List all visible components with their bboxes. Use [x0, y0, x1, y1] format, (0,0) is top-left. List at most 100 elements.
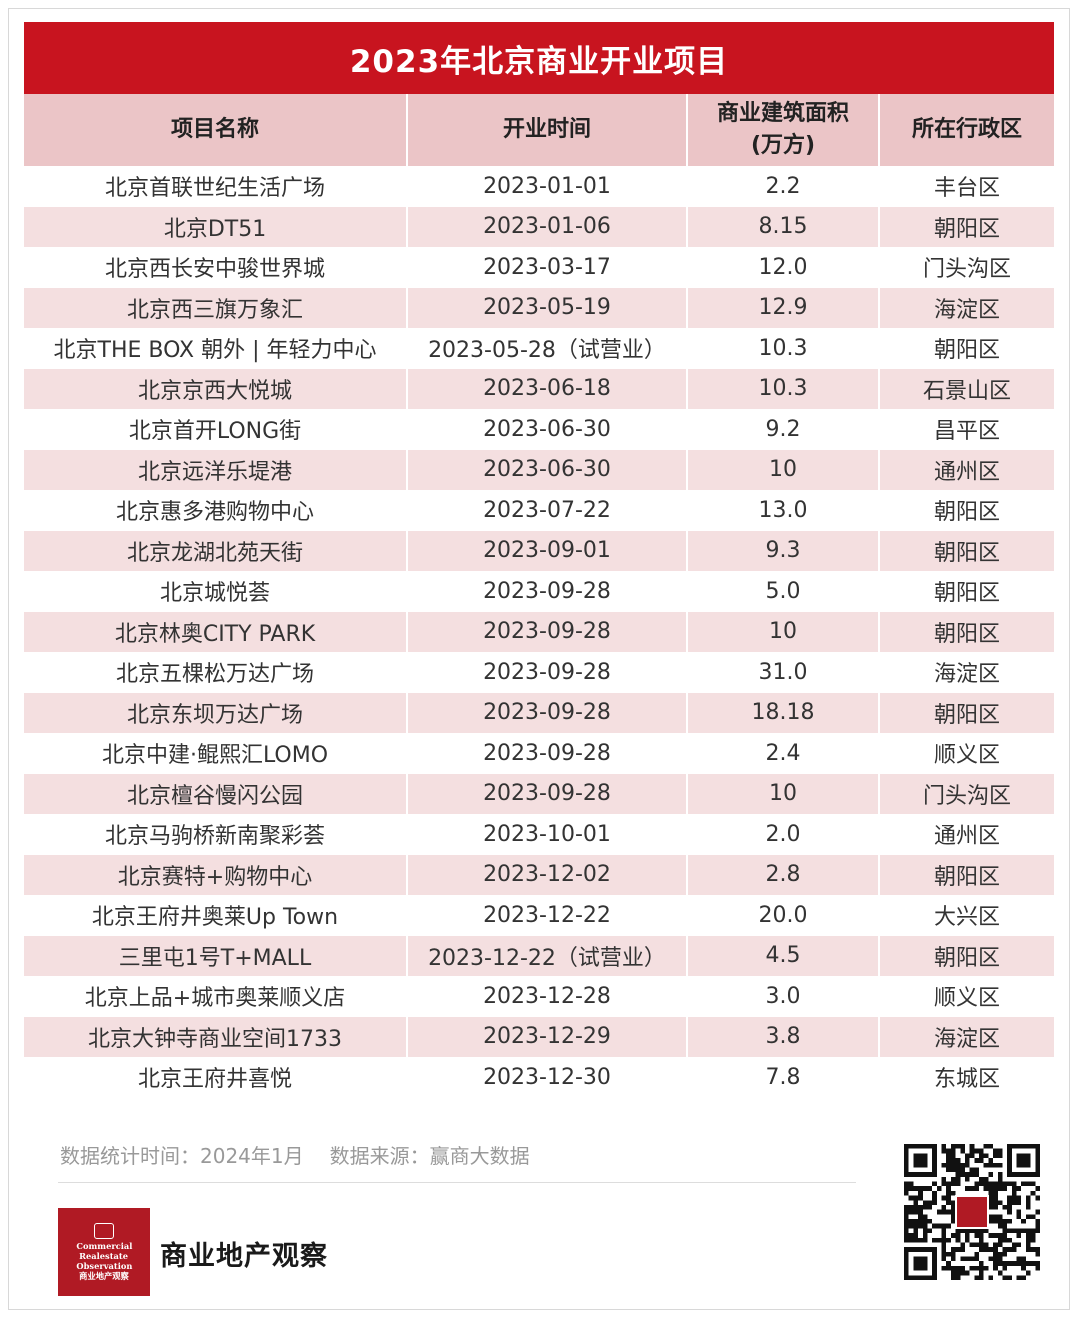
qr-module — [974, 1256, 980, 1262]
cell-area: 8.15 — [687, 206, 880, 247]
qr-module — [936, 1237, 942, 1243]
qr-module — [993, 1181, 998, 1187]
cell-area: 9.2 — [687, 409, 880, 450]
qr-module — [918, 1195, 923, 1201]
cell-open-date: 2023-09-28 — [407, 773, 688, 814]
qr-module — [983, 1186, 989, 1191]
qr-module — [1011, 1242, 1017, 1248]
table-row: 北京五棵松万达广场 2023-09-28 31.0 海淀区 — [24, 652, 1054, 693]
qr-module — [1016, 1261, 1022, 1266]
qr-module — [927, 1228, 933, 1234]
qr-module — [1021, 1219, 1026, 1224]
qr-module — [946, 1167, 951, 1173]
cell-district: 朝阳区 — [879, 854, 1054, 895]
qr-module — [1011, 1190, 1017, 1196]
cell-area: 2.2 — [687, 166, 880, 207]
qr-module — [1035, 1186, 1040, 1191]
table-row: 北京西三旗万象汇 2023-05-19 12.9 海淀区 — [24, 287, 1054, 328]
qr-module — [997, 1256, 1003, 1262]
qr-module — [950, 1209, 956, 1215]
header-district: 所在行政区 — [879, 94, 1054, 166]
qr-module — [1030, 1233, 1036, 1238]
qr-module — [979, 1270, 984, 1276]
qr-module — [969, 1172, 975, 1177]
qr-module — [908, 1219, 914, 1224]
qr-center-logo-icon — [955, 1195, 989, 1229]
qr-module — [946, 1209, 951, 1215]
qr-module — [964, 1186, 970, 1191]
cell-area: 3.0 — [687, 976, 880, 1017]
qr-module — [946, 1251, 951, 1257]
qr-module — [1002, 1247, 1008, 1252]
cell-district: 顺义区 — [879, 976, 1054, 1017]
qr-module — [974, 1228, 980, 1234]
cell-open-date: 2023-12-02 — [407, 854, 688, 895]
qr-module — [960, 1144, 965, 1149]
qr-module — [993, 1214, 998, 1220]
logo-text-line: Commercial — [76, 1241, 132, 1252]
qr-module — [988, 1200, 994, 1205]
cell-district: 东城区 — [879, 1057, 1054, 1098]
qr-module — [1030, 1214, 1036, 1220]
qr-module — [922, 1223, 928, 1229]
qr-module — [932, 1190, 937, 1196]
qr-module — [950, 1176, 956, 1182]
qr-module — [950, 1270, 956, 1276]
qr-module — [936, 1186, 942, 1191]
qr-module — [1025, 1214, 1031, 1220]
qr-code-icon[interactable] — [904, 1144, 1040, 1280]
qr-module — [974, 1158, 980, 1163]
qr-module — [993, 1204, 998, 1210]
brand-name: 商业地产观察 — [160, 1241, 328, 1272]
qr-module — [1025, 1270, 1031, 1276]
qr-module — [993, 1233, 998, 1238]
qr-module — [993, 1148, 998, 1154]
qr-module — [946, 1162, 951, 1168]
qr-module — [946, 1223, 951, 1229]
cell-open-date: 2023-01-01 — [407, 166, 688, 207]
qr-module — [946, 1158, 951, 1163]
qr-module — [1007, 1237, 1012, 1243]
qr-module — [960, 1167, 965, 1173]
cell-open-date: 2023-06-18 — [407, 368, 688, 409]
qr-module — [950, 1190, 956, 1196]
qr-module — [1011, 1186, 1017, 1191]
qr-module — [955, 1181, 961, 1187]
qr-module — [964, 1228, 970, 1234]
qr-module — [1021, 1181, 1026, 1187]
qr-module — [1025, 1228, 1031, 1234]
table-row: 北京王府井喜悦 2023-12-30 7.8 东城区 — [24, 1057, 1054, 1098]
qr-module — [979, 1233, 984, 1238]
qr-module — [997, 1242, 1003, 1248]
qr-module — [993, 1162, 998, 1168]
qr-module — [1021, 1256, 1026, 1262]
qr-module — [1030, 1247, 1036, 1252]
qr-module — [904, 1228, 909, 1234]
qr-module — [997, 1251, 1003, 1257]
cell-district: 朝阳区 — [879, 490, 1054, 531]
qr-module — [979, 1148, 984, 1154]
cell-area: 20.0 — [687, 895, 880, 936]
qr-module — [950, 1233, 956, 1238]
qr-module — [946, 1153, 951, 1159]
qr-module — [988, 1233, 994, 1238]
qr-module — [955, 1265, 961, 1271]
qr-module — [941, 1247, 947, 1252]
qr-module — [941, 1181, 947, 1187]
qr-module — [941, 1265, 947, 1271]
cell-open-date: 2023-12-22 — [407, 895, 688, 936]
header-project-name: 项目名称 — [24, 94, 408, 166]
cell-project-name: 北京京西大悦城 — [24, 368, 408, 409]
cell-project-name: 北京首联世纪生活广场 — [24, 166, 408, 207]
cell-district: 朝阳区 — [879, 530, 1054, 571]
footer-note: 数据统计时间：2024年1月 数据来源：赢商大数据 — [60, 1140, 530, 1169]
cell-district: 海淀区 — [879, 1016, 1054, 1057]
table-row: 北京DT51 2023-01-06 8.15 朝阳区 — [24, 206, 1054, 247]
qr-module — [993, 1153, 998, 1159]
qr-module — [1002, 1186, 1008, 1191]
cell-area: 10 — [687, 773, 880, 814]
qr-module — [946, 1190, 951, 1196]
header-open-date: 开业时间 — [407, 94, 688, 166]
qr-module — [918, 1223, 923, 1229]
cell-district: 朝阳区 — [879, 571, 1054, 612]
